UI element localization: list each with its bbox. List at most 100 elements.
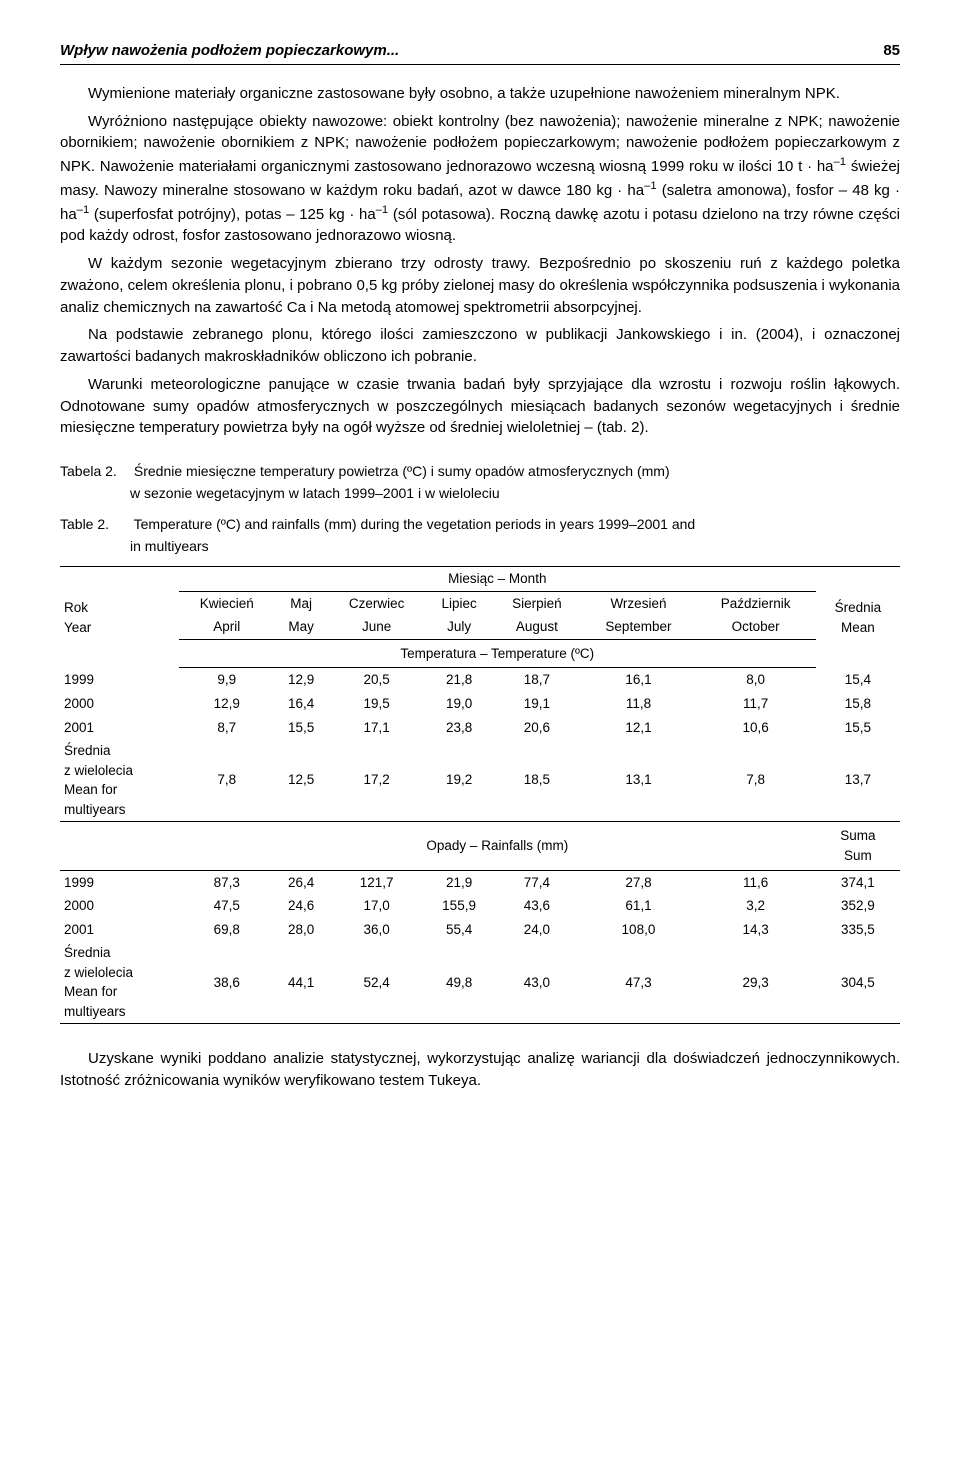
month-en: May: [275, 615, 328, 639]
text-run: Mean for: [64, 782, 117, 797]
data-cell: 24,0: [492, 918, 581, 942]
data-cell: 52,4: [328, 941, 426, 1024]
month-en: July: [426, 615, 493, 639]
section-rainfall: Opady – Rainfalls (mm): [179, 822, 816, 870]
data-cell: 352,9: [816, 894, 900, 918]
running-title: Wpływ nawożenia podłożem popieczarkowym.…: [60, 40, 399, 62]
data-cell: 36,0: [328, 918, 426, 942]
climate-table: Rok Year Miesiąc – Month Średnia Mean Kw…: [60, 566, 900, 1024]
text-run: z wielolecia: [64, 763, 133, 778]
caption-text: Temperature (ºC) and rainfalls (mm) duri…: [134, 516, 696, 532]
data-cell: 38,6: [179, 941, 275, 1024]
data-cell: 335,5: [816, 918, 900, 942]
label-pl: Suma: [840, 828, 875, 843]
month-pl: Maj: [275, 591, 328, 615]
month-pl: Lipiec: [426, 591, 493, 615]
data-cell: 7,8: [696, 739, 816, 822]
text-run: (superfosfat potrójny), potas – 125 kg ·…: [89, 206, 375, 223]
data-cell: 374,1: [816, 870, 900, 894]
year-cell: 2000: [60, 692, 179, 716]
table-row: 1999 87,3 26,4 121,7 21,9 77,4 27,8 11,6…: [60, 870, 900, 894]
caption-label: Table 2.: [60, 514, 130, 534]
year-cell: 2000: [60, 894, 179, 918]
month-pl: Czerwiec: [328, 591, 426, 615]
data-cell: 13,1: [581, 739, 695, 822]
data-cell: 19,0: [426, 692, 493, 716]
text-run: Mean for: [64, 984, 117, 999]
data-cell: 17,0: [328, 894, 426, 918]
table-row: 2001 69,8 28,0 36,0 55,4 24,0 108,0 14,3…: [60, 918, 900, 942]
data-cell: 15,4: [816, 668, 900, 692]
month-en: October: [696, 615, 816, 639]
data-cell: 8,0: [696, 668, 816, 692]
body-paragraph: Wyróżniono następujące obiekty nawozowe:…: [60, 111, 900, 248]
table-caption: Tabela 2. Średnie miesięczne temperatury…: [60, 461, 900, 481]
page-number: 85: [883, 40, 900, 62]
table-caption: Table 2. Temperature (ºC) and rainfalls …: [60, 514, 900, 534]
month-en: April: [179, 615, 275, 639]
row-header: Rok Year: [60, 567, 179, 668]
data-cell: 47,3: [581, 941, 695, 1024]
data-cell: 49,8: [426, 941, 493, 1024]
data-cell: 44,1: [275, 941, 328, 1024]
data-cell: 15,8: [816, 692, 900, 716]
data-cell: 12,1: [581, 716, 695, 740]
data-cell: 7,8: [179, 739, 275, 822]
multiyear-label: Średnia z wielolecia Mean for multiyears: [60, 739, 179, 822]
year-cell: 1999: [60, 668, 179, 692]
data-cell: 11,8: [581, 692, 695, 716]
month-en: September: [581, 615, 695, 639]
data-cell: 8,7: [179, 716, 275, 740]
data-cell: 12,5: [275, 739, 328, 822]
data-cell: 19,2: [426, 739, 493, 822]
table-row: 2000 47,5 24,6 17,0 155,9 43,6 61,1 3,2 …: [60, 894, 900, 918]
superscript: –1: [77, 204, 90, 216]
year-cell: 2001: [60, 716, 179, 740]
section-temperature: Temperatura – Temperature (ºC): [179, 639, 816, 668]
data-cell: 77,4: [492, 870, 581, 894]
data-cell: 28,0: [275, 918, 328, 942]
month-pl: Październik: [696, 591, 816, 615]
data-cell: 69,8: [179, 918, 275, 942]
body-paragraph: Uzyskane wyniki poddano analizie statyst…: [60, 1048, 900, 1092]
data-cell: 20,6: [492, 716, 581, 740]
text-run: z wielolecia: [64, 965, 133, 980]
data-cell: 15,5: [275, 716, 328, 740]
data-cell: 18,5: [492, 739, 581, 822]
data-cell: 47,5: [179, 894, 275, 918]
month-en: August: [492, 615, 581, 639]
data-cell: 27,8: [581, 870, 695, 894]
data-cell: 17,1: [328, 716, 426, 740]
data-cell: 20,5: [328, 668, 426, 692]
data-cell: 3,2: [696, 894, 816, 918]
data-cell: 16,4: [275, 692, 328, 716]
data-cell: 121,7: [328, 870, 426, 894]
text-run: Średnia: [64, 743, 111, 758]
data-cell: 12,9: [275, 668, 328, 692]
year-cell: 1999: [60, 870, 179, 894]
text-run: Średnia: [64, 945, 111, 960]
multiyear-label: Średnia z wielolecia Mean for multiyears: [60, 941, 179, 1024]
month-pl: Wrzesień: [581, 591, 695, 615]
table-row: Średnia z wielolecia Mean for multiyears…: [60, 739, 900, 822]
body-paragraph: Warunki meteorologiczne panujące w czasi…: [60, 374, 900, 439]
month-pl: Sierpień: [492, 591, 581, 615]
data-cell: 61,1: [581, 894, 695, 918]
mean-header: Średnia Mean: [816, 567, 900, 668]
data-cell: 24,6: [275, 894, 328, 918]
page-header: Wpływ nawożenia podłożem popieczarkowym.…: [60, 40, 900, 65]
data-cell: 16,1: [581, 668, 695, 692]
data-cell: 12,9: [179, 692, 275, 716]
body-paragraph: Na podstawie zebranego plonu, którego il…: [60, 324, 900, 368]
data-cell: 43,6: [492, 894, 581, 918]
label-pl: Średnia: [835, 600, 882, 615]
data-cell: 10,6: [696, 716, 816, 740]
data-cell: 14,3: [696, 918, 816, 942]
data-cell: 21,8: [426, 668, 493, 692]
data-cell: 108,0: [581, 918, 695, 942]
data-cell: 87,3: [179, 870, 275, 894]
body-paragraph: W każdym sezonie wegetacyjnym zbierano t…: [60, 253, 900, 318]
text-run: multiyears: [64, 1004, 126, 1019]
caption-text: Średnie miesięczne temperatury powietrza…: [134, 463, 670, 479]
caption-text: in multiyears: [60, 536, 900, 556]
